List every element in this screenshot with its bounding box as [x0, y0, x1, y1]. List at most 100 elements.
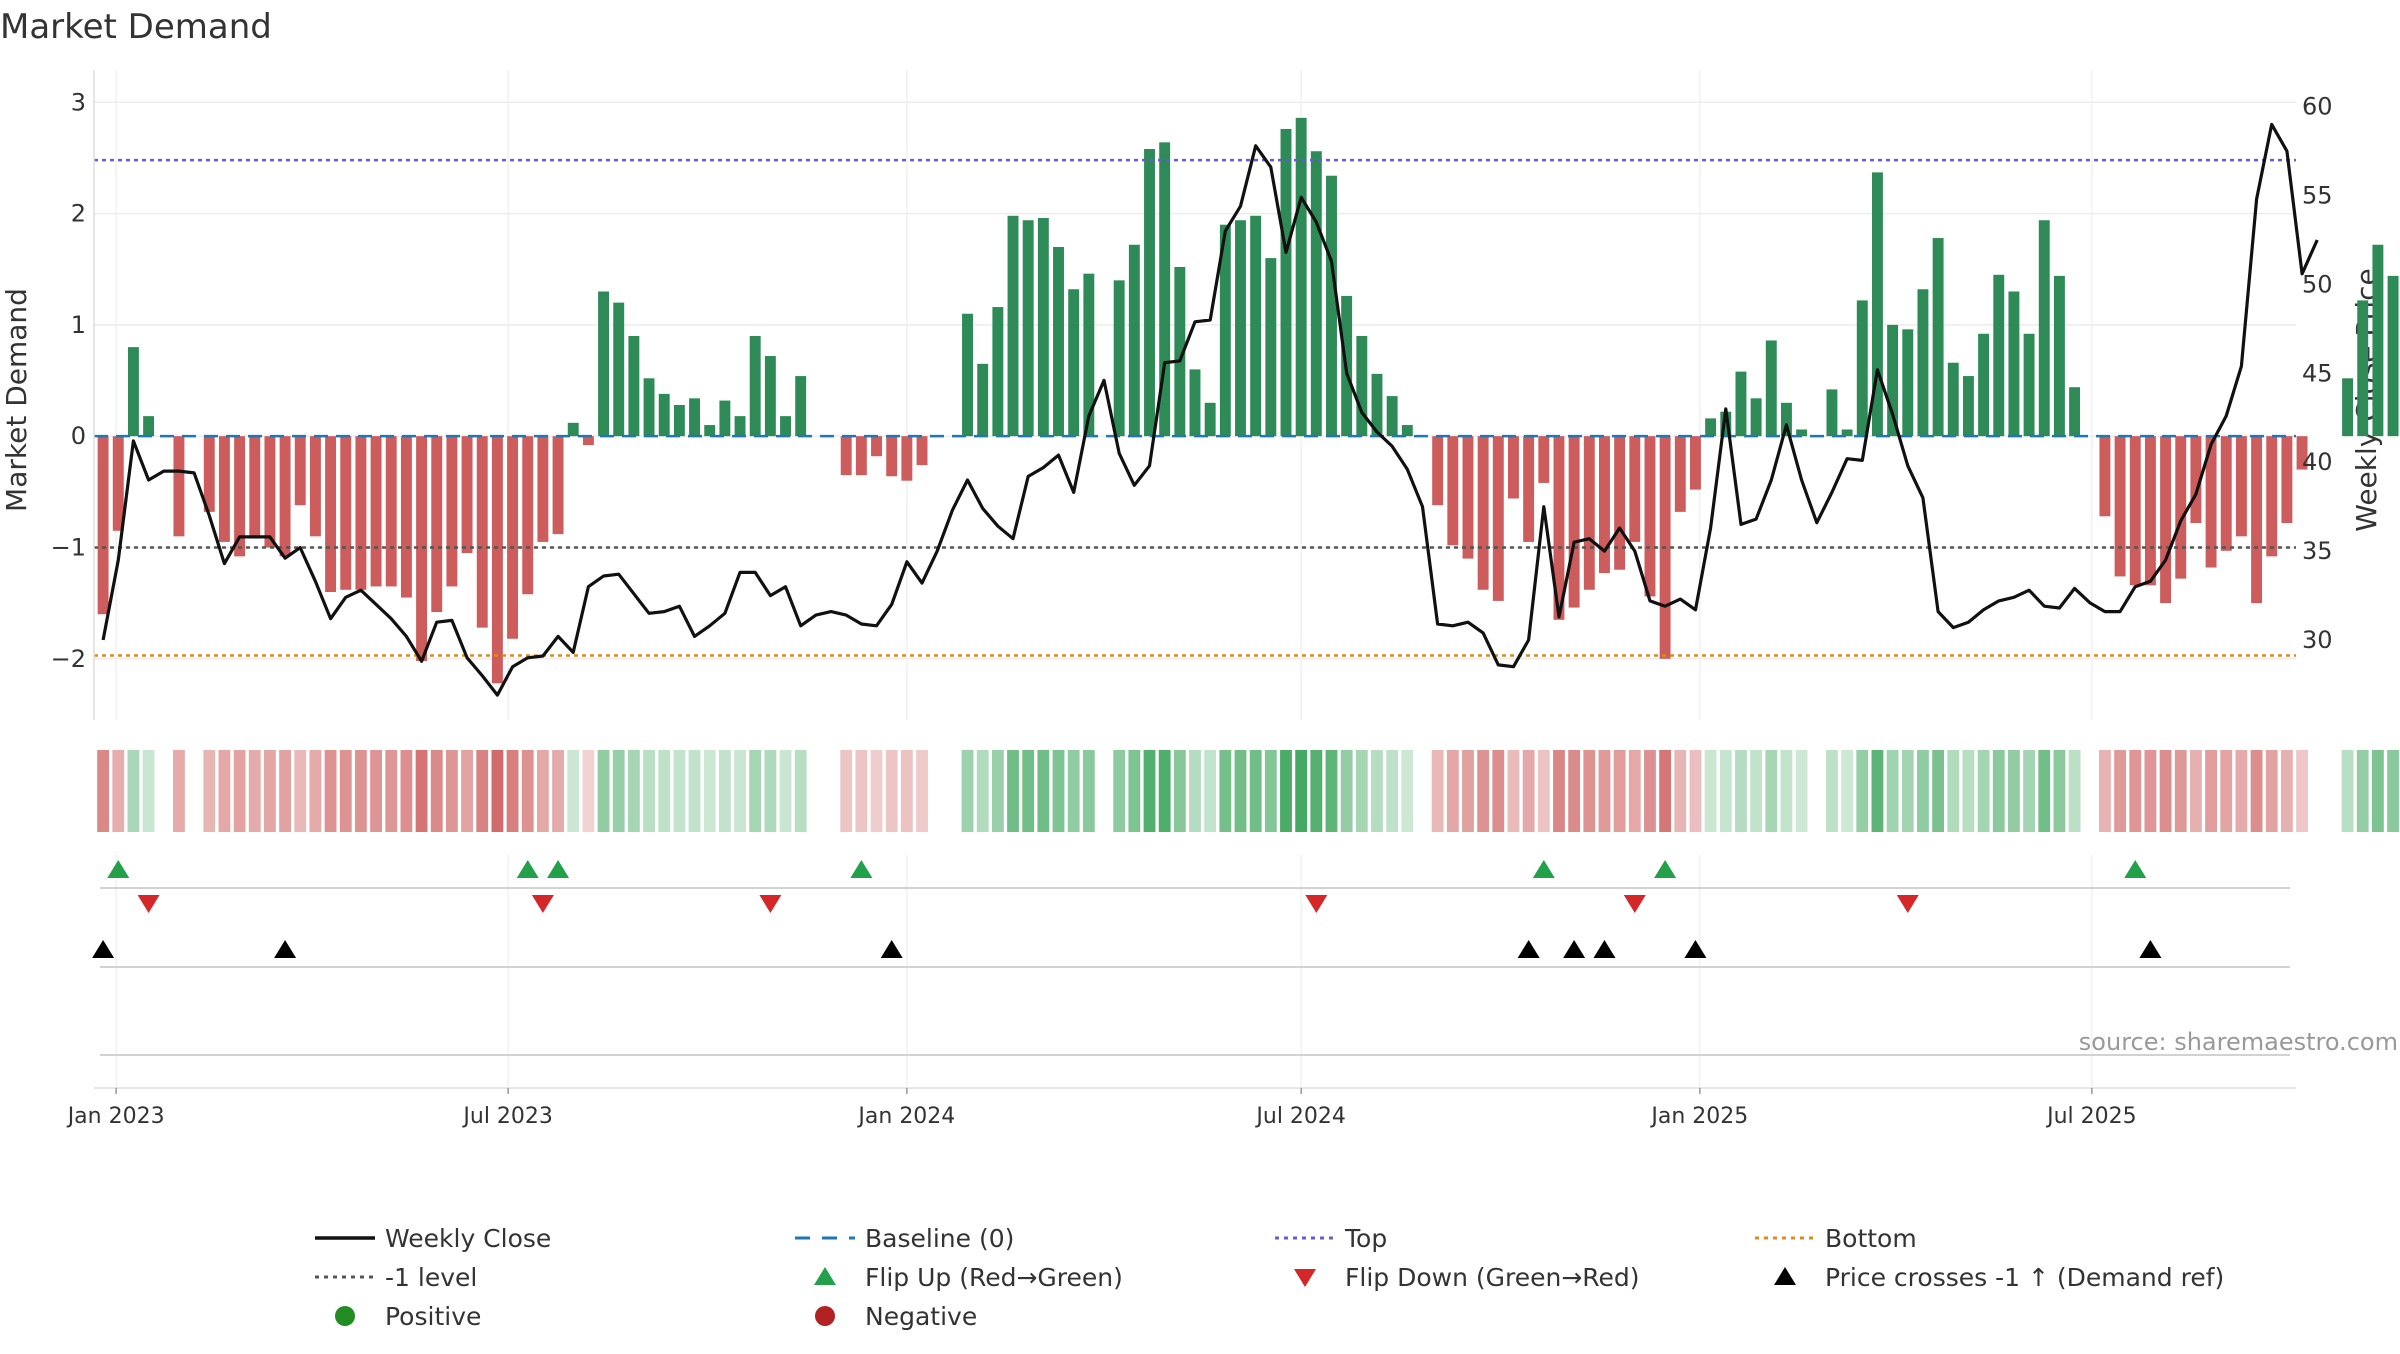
heat-cell: [2356, 750, 2369, 832]
flip-down-marker: [759, 895, 782, 913]
demand-bar: [855, 436, 867, 476]
legend-item: Negative: [815, 1302, 977, 1331]
demand-bar: [491, 436, 503, 684]
heat-cell: [1674, 750, 1687, 832]
demand-bar: [749, 336, 761, 437]
heat-cell: [612, 750, 625, 832]
heat-cell: [1856, 750, 1869, 832]
heat-cell: [1417, 750, 1429, 832]
demand-bar: [1553, 436, 1565, 620]
demand-bar: [2281, 436, 2293, 523]
heat-cell: [1325, 750, 1338, 832]
demand-bar: [1144, 149, 1155, 437]
demand-bar: [1310, 151, 1322, 437]
heat-cell: [1113, 750, 1126, 832]
heat-cell: [203, 750, 216, 832]
heat-cell: [1022, 750, 1035, 832]
y-tick-right-label: 40: [2302, 448, 2333, 476]
demand-bar: [1295, 117, 1307, 437]
x-tick-label: Jul 2025: [2045, 1104, 2137, 1129]
heat-cell: [1462, 750, 1474, 832]
heat-cell: [385, 750, 398, 832]
legend-label: Flip Down (Green→Red): [1345, 1263, 1640, 1292]
heat-cell: [1750, 750, 1763, 832]
demand-bar: [2160, 436, 2172, 604]
demand-bar: [279, 436, 291, 557]
y-tick-left-label: −2: [51, 645, 86, 673]
demand-bar: [1280, 128, 1292, 437]
demand-bar: [582, 436, 594, 446]
demand-bar: [2038, 220, 2050, 437]
heat-cell: [506, 750, 519, 832]
flip-up-marker: [547, 860, 570, 878]
x-tick-label: Jan 2024: [856, 1104, 955, 1129]
demand-bar: [1068, 289, 1080, 437]
y-tick-left-label: 0: [71, 422, 86, 450]
heat-cell: [370, 750, 382, 832]
flip-up-marker: [850, 860, 873, 878]
heat-cell: [1977, 750, 1990, 832]
x-tick-label: Jan 2025: [1649, 1104, 1748, 1129]
demand-bar: [537, 436, 549, 542]
demand-bar: [1326, 175, 1337, 437]
heat-cell: [1310, 750, 1323, 832]
heat-cell: [188, 750, 200, 832]
x-tick-label: Jul 2023: [461, 1104, 553, 1129]
heat-cell: [1613, 750, 1626, 832]
heat-cell: [900, 750, 913, 832]
demand-bar: [780, 416, 791, 437]
heat-cell: [2235, 750, 2248, 832]
heat-cell: [1871, 750, 1884, 832]
demand-bar: [2220, 436, 2232, 551]
heat-cell: [97, 750, 110, 832]
heat-cell: [1689, 750, 1702, 832]
legend-swatch-dot: [335, 1306, 355, 1326]
legend-label: -1 level: [385, 1263, 477, 1292]
y-tick-left-label: 1: [71, 311, 86, 339]
demand-bar: [173, 436, 185, 537]
demand-bar: [1902, 329, 1914, 437]
heat-cell: [1355, 750, 1368, 832]
heat-cell: [1932, 750, 1945, 832]
heat-cell: [142, 750, 155, 832]
demand-bar: [370, 436, 382, 587]
axis-layer: 3 2 1 0 −1 −2 60 55 50 45 40 35 30 Jan 2023 Jul 2023 Ja…: [51, 70, 2333, 1129]
demand-bar: [203, 436, 215, 512]
heat-cell: [1719, 750, 1732, 832]
price-cross-marker: [880, 940, 903, 958]
demand-bar: [1007, 215, 1019, 437]
demand-bar: [1871, 172, 1883, 437]
heat-cell: [1052, 750, 1065, 832]
demand-bar: [416, 436, 428, 662]
heat-cell: [1780, 750, 1793, 832]
flip-up-marker: [107, 860, 130, 878]
demand-bar: [1841, 429, 1853, 437]
demand-bar: [1780, 402, 1792, 437]
demand-bar: [658, 393, 670, 437]
demand-bar: [1265, 258, 1277, 437]
heat-cell: [1204, 750, 1217, 832]
legend-label: Price crosses -1 ↑ (Demand ref): [1825, 1263, 2224, 1292]
heat-cell: [1659, 750, 1672, 832]
demand-bar: [689, 398, 701, 437]
heat-cell: [734, 750, 746, 832]
legend-item: Top: [1275, 1224, 1387, 1253]
heat-cell: [1234, 750, 1247, 832]
demand-bar: [2144, 436, 2156, 586]
heat-cell: [1644, 750, 1656, 832]
demand-bar: [507, 436, 519, 639]
weekly-close-line: [101, 122, 2319, 697]
heat-cell: [461, 750, 473, 832]
heat-cell: [1007, 750, 1019, 832]
demand-bar: [2129, 436, 2141, 586]
demand-bar: [598, 291, 610, 437]
heat-cell: [218, 750, 231, 832]
heat-cell: [1795, 750, 1808, 832]
demand-bar: [1917, 289, 1929, 437]
demand-bar: [1599, 436, 1610, 574]
heat-cell: [1826, 750, 1838, 832]
price-cross-marker: [2139, 940, 2162, 958]
demand-bar: [461, 436, 473, 554]
heat-cell: [961, 750, 974, 832]
heat-cell: [127, 750, 140, 832]
